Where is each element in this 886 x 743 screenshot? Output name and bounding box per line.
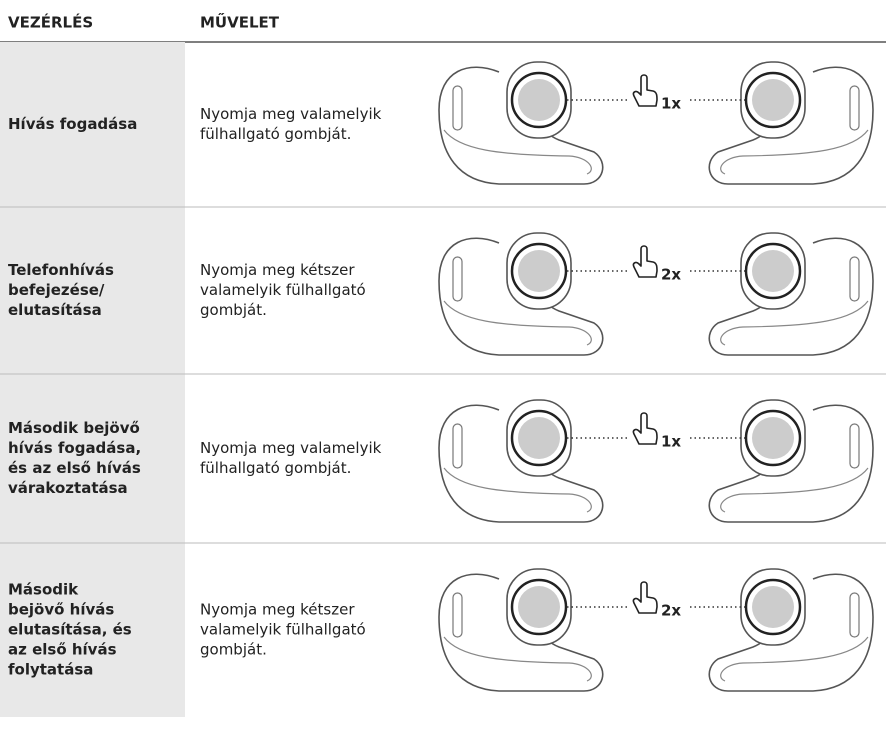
- action-text: gombját.: [200, 301, 267, 319]
- earbud-left: [437, 567, 604, 693]
- press-icon: [632, 74, 658, 107]
- action-text: fülhallgató gombját.: [200, 125, 351, 143]
- press-count: 2x: [661, 602, 681, 620]
- control-text: hívás fogadása,: [8, 439, 141, 457]
- control-text: Telefonhívás: [8, 261, 114, 279]
- press-count: 1x: [661, 95, 681, 113]
- column-header: VEZÉRLÉS: [8, 13, 93, 32]
- earbud-right: [708, 60, 875, 186]
- control-text: elutasítása: [8, 301, 102, 319]
- earbud-left: [437, 60, 604, 186]
- control-text: várakoztatása: [8, 479, 128, 497]
- action-text: valamelyik fülhallgató: [200, 281, 366, 299]
- earbud-right: [708, 231, 875, 357]
- action-text: valamelyik fülhallgató: [200, 621, 366, 639]
- earbud-left: [437, 398, 604, 524]
- control-text: elutasítása, és: [8, 621, 132, 639]
- action-text: Nyomja meg valamelyik: [200, 439, 382, 457]
- action-text: fülhallgató gombját.: [200, 459, 351, 477]
- action-text: Nyomja meg valamelyik: [200, 105, 382, 123]
- control-text: és az első hívás: [8, 459, 141, 477]
- control-text: befejezése/: [8, 281, 105, 299]
- earbud-right: [708, 398, 875, 524]
- action-text: Nyomja meg kétszer: [200, 601, 355, 619]
- press-icon: [632, 581, 658, 614]
- action-text: gombját.: [200, 641, 267, 659]
- control-text: folytatása: [8, 661, 93, 679]
- column-header: MŰVELET: [200, 12, 280, 32]
- control-text: Második: [8, 581, 79, 599]
- press-count: 2x: [661, 266, 681, 284]
- press-icon: [632, 245, 658, 278]
- control-cell: [0, 374, 185, 543]
- press-icon: [632, 412, 658, 445]
- control-cell: [0, 543, 185, 717]
- earbud-right: [708, 567, 875, 693]
- action-text: Nyomja meg kétszer: [200, 261, 355, 279]
- control-text: Hívás fogadása: [8, 115, 137, 133]
- control-text: bejövő hívás: [8, 601, 114, 619]
- control-text: Második bejövő: [8, 419, 140, 437]
- control-cell: [0, 42, 185, 207]
- press-count: 1x: [661, 433, 681, 451]
- earbud-left: [437, 231, 604, 357]
- control-cell: [0, 207, 185, 374]
- control-text: az első hívás: [8, 641, 117, 659]
